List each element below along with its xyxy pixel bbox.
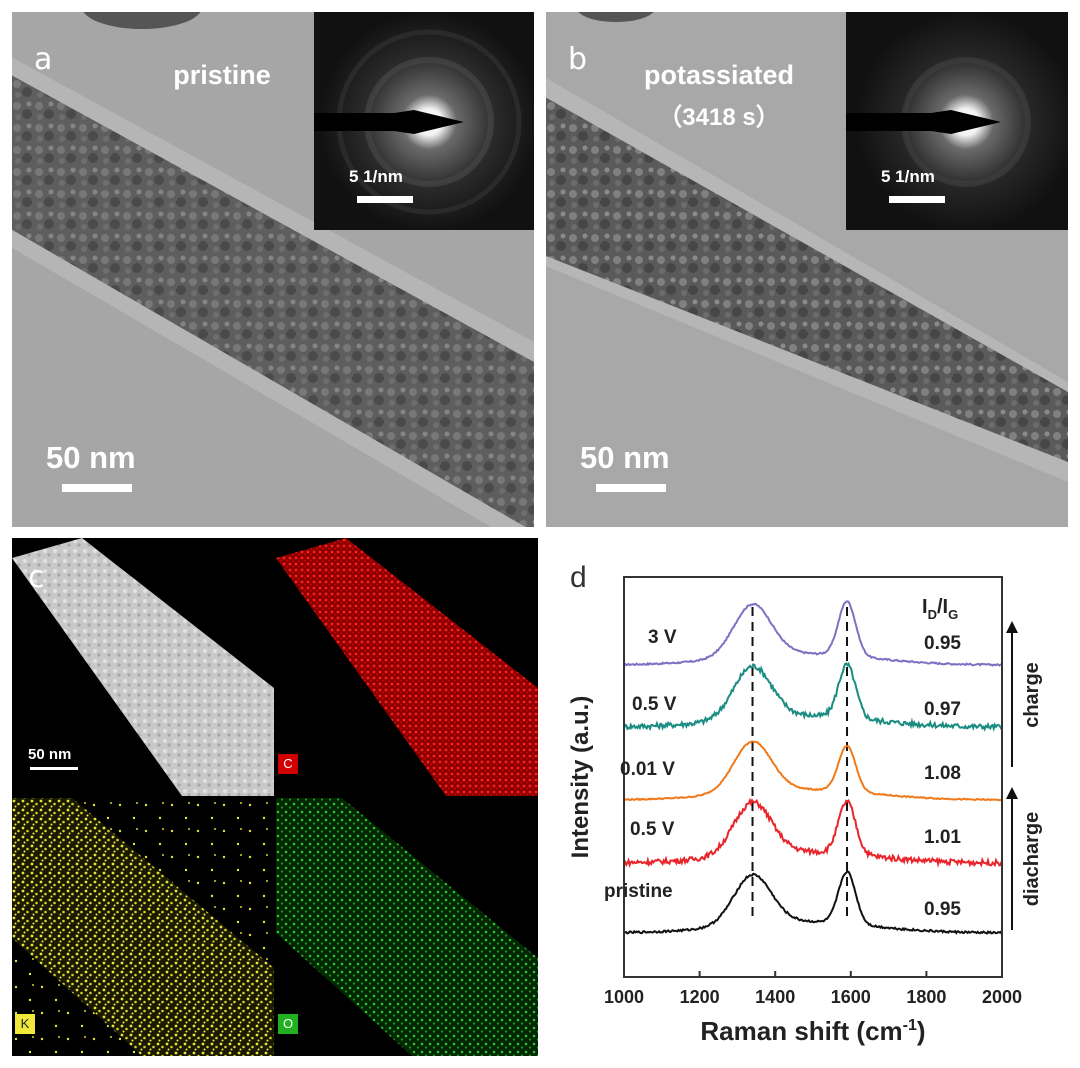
saed-pattern-a [314, 12, 534, 230]
x-tick-label: 1800 [906, 987, 946, 1007]
x-tick-label: 1600 [831, 987, 871, 1007]
scale-label-b: 50 nm [580, 440, 670, 475]
x-axis-label: Raman shift (cm-1) [700, 1016, 925, 1046]
saed-inset-b: 5 1/nm [846, 12, 1068, 230]
panel-title-b-line1: potassiated [643, 60, 795, 90]
inset-scale-label-a: 5 1/nm [349, 167, 403, 186]
panel-a-tem-image: a pristine 5 1/nm 50 nm [12, 12, 534, 527]
scale-bar-c [30, 767, 78, 770]
arrow-label: charge [1021, 662, 1043, 728]
scale-label-c: 50 nm [28, 746, 72, 763]
ratio-value: 1.01 [924, 827, 961, 848]
panel-title-a: pristine [173, 60, 271, 90]
spectrum-line [623, 740, 1002, 802]
inset-scale-bar-a [357, 196, 413, 203]
panel-title-b-line2: （3418 s） [658, 104, 780, 131]
inset-scale-label-b: 5 1/nm [881, 167, 935, 186]
map-tag-c: C [278, 754, 298, 774]
eds-maps-graphic [12, 538, 538, 1056]
raman-chart-svg: d Intensity (a.u.) Raman shift (cm-1) ID… [567, 561, 1043, 1046]
plot-frame [623, 576, 1003, 978]
scale-bar-a [62, 484, 132, 492]
panel-letter-d: d [570, 561, 587, 594]
series-label: pristine [604, 881, 673, 902]
ratio-header: ID/IG [922, 596, 958, 622]
y-axis-label: Intensity (a.u.) [567, 696, 594, 859]
arrow-label: diacharge [1021, 812, 1043, 906]
map-tag-o: O [278, 1014, 298, 1034]
series-label: 0.01 V [620, 759, 675, 780]
ratio-value: 0.97 [924, 699, 961, 720]
arrow-group: charge diacharge [1006, 621, 1043, 930]
x-tick-label: 1000 [604, 987, 644, 1007]
spectrum-line [623, 797, 1003, 869]
panel-c-eds-maps: c 50 nm C K O [12, 538, 538, 1056]
inset-scale-bar-b [889, 196, 945, 203]
x-tick-label: 2000 [982, 987, 1022, 1007]
map-tag-k: K [15, 1014, 35, 1034]
arrow-head [1006, 621, 1018, 633]
spectrum-line [623, 870, 1003, 935]
series-label: 3 V [648, 627, 677, 648]
panel-letter-b: b [568, 42, 588, 77]
scale-label-a: 50 nm [46, 440, 136, 475]
ratio-value: 0.95 [924, 899, 961, 920]
spectrum-line [623, 600, 1002, 667]
x-tick-label: 1400 [755, 987, 795, 1007]
plot-area [623, 600, 1003, 977]
spectrum-line [623, 661, 1003, 732]
ratio-value: 0.95 [924, 633, 961, 654]
series-label: 0.5 V [632, 694, 677, 715]
scale-bar-b [596, 484, 666, 492]
arrow-head [1006, 787, 1018, 799]
ratio-value: 1.08 [924, 763, 961, 784]
series-label: 0.5 V [630, 819, 675, 840]
panel-b-tem-image: b potassiated （3418 s） 5 1/nm 50 nm [546, 12, 1068, 527]
x-tick-label: 1200 [680, 987, 720, 1007]
panel-letter-c: c [28, 560, 45, 595]
saed-inset-a: 5 1/nm [314, 12, 534, 230]
panel-letter-a: a [34, 42, 53, 77]
panel-d-raman-chart: d Intensity (a.u.) Raman shift (cm-1) ID… [540, 535, 1080, 1068]
saed-pattern-b [846, 12, 1068, 230]
